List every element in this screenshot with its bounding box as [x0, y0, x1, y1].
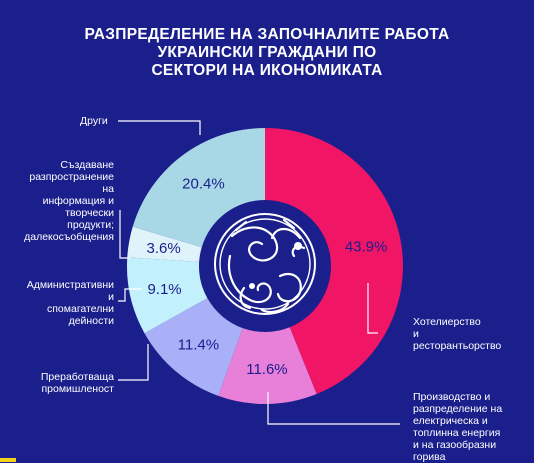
label-energy-line-4: топлинна енергия — [413, 427, 501, 439]
slice-admin — [126, 257, 208, 334]
value-label-other: 20.4% — [182, 175, 225, 192]
chart-title: РАЗПРЕДЕЛЕНИЕ НА ЗАПОЧНАЛИТЕ РАБОТА УКРА… — [0, 26, 534, 80]
label-energy: Производство и разпределение на електрич… — [413, 391, 502, 463]
label-other-line-1: Други — [80, 115, 108, 127]
label-info-line-1: Създаване — [60, 159, 114, 171]
leader-line-hotels — [367, 283, 378, 334]
label-manufacturing: Преработваща промишленост — [41, 371, 114, 395]
leader-line-energy — [267, 392, 400, 425]
ornamental-circle-emblem-icon — [214, 213, 316, 315]
label-hotels-line-3: ресторантьорство — [413, 340, 502, 352]
label-admin-line-4: дейности — [68, 315, 114, 327]
title-line-2: УКРАИНСКИ ГРАЖДАНИ ПО — [157, 44, 377, 61]
label-info: Създаване разпространение на информация … — [24, 159, 114, 243]
label-hotels-line-2: и — [413, 328, 419, 340]
label-energy-line-2: разпределение на — [413, 403, 503, 415]
leader-line-admin — [118, 288, 142, 302]
value-label-hotels: 43.9% — [345, 238, 388, 255]
label-energy-line-3: електрическа и — [413, 415, 488, 427]
label-info-line-6: продукти; — [67, 219, 114, 231]
label-energy-line-1: Производство и — [413, 391, 491, 403]
slice-energy — [218, 327, 317, 404]
donut-hole — [205, 206, 325, 326]
label-admin-line-1: Административни — [26, 279, 114, 291]
accent-bar — [0, 458, 16, 462]
leader-line-info — [119, 210, 130, 259]
label-hotels: Хотелиерство и ресторантьорство — [413, 316, 501, 352]
value-label-info: 3.6% — [146, 240, 180, 257]
label-admin: Административни и спомагателни дейности — [27, 279, 114, 327]
label-energy-line-6: горива — [413, 451, 446, 463]
leader-lines — [118, 120, 400, 425]
leader-line-other — [118, 120, 201, 135]
value-label-energy: 11.6% — [246, 361, 287, 378]
label-manufacturing-line-1: Преработваща — [40, 371, 114, 383]
label-info-line-7: далекосъобщения — [24, 231, 114, 243]
slice-other — [132, 128, 265, 248]
label-info-line-2: разпространение — [29, 171, 114, 183]
label-info-line-4: информация и — [42, 195, 114, 207]
label-info-line-5: творчески — [65, 207, 114, 219]
label-hotels-line-1: Хотелиерство — [413, 316, 481, 328]
slice-manufacturing — [144, 298, 243, 396]
label-admin-line-2: и — [108, 291, 114, 303]
label-info-line-3: на — [102, 183, 114, 195]
title-line-1: РАЗПРЕДЕЛЕНИЕ НА ЗАПОЧНАЛИТЕ РАБОТА — [84, 26, 450, 43]
label-other: Други — [80, 115, 108, 127]
label-admin-line-3: спомагателни — [46, 303, 114, 315]
value-label-manufacturing: 11.4% — [178, 337, 219, 354]
label-manufacturing-line-2: промишленост — [41, 383, 114, 395]
slice-value-labels: 43.9% 11.6% 11.4% 9.1% 3.6% 20.4% — [146, 175, 387, 378]
value-label-admin: 9.1% — [147, 281, 181, 298]
title-line-3: СЕКТОРИ НА ИКОНОМИКАТА — [151, 62, 383, 79]
leader-line-manufacturing — [118, 344, 149, 381]
slice-info — [127, 226, 202, 262]
label-energy-line-5: и на газообразни — [413, 439, 497, 451]
